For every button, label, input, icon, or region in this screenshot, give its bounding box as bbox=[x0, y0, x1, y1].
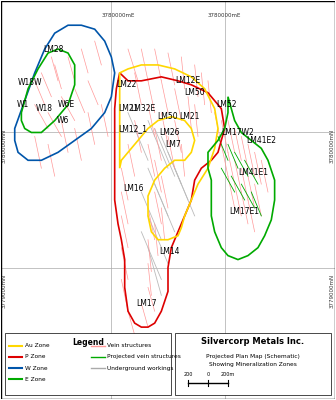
Text: 200m: 200m bbox=[221, 372, 235, 377]
Text: W6: W6 bbox=[57, 116, 69, 125]
Text: Legend: Legend bbox=[72, 338, 104, 347]
Text: LM17W2: LM17W2 bbox=[222, 128, 254, 137]
FancyBboxPatch shape bbox=[5, 333, 171, 395]
Text: 3780000mE: 3780000mE bbox=[101, 13, 135, 18]
Text: LM17: LM17 bbox=[136, 299, 157, 308]
Text: LM26: LM26 bbox=[159, 128, 180, 137]
Text: 3780000mN: 3780000mN bbox=[2, 129, 7, 164]
Text: 3780000mN: 3780000mN bbox=[329, 129, 334, 164]
FancyBboxPatch shape bbox=[175, 333, 331, 395]
Text: W18: W18 bbox=[36, 104, 53, 113]
Text: LM17E1: LM17E1 bbox=[229, 208, 260, 216]
Text: LM21: LM21 bbox=[118, 104, 138, 113]
Text: Vein structures: Vein structures bbox=[108, 343, 152, 348]
Text: 3779000mN: 3779000mN bbox=[2, 274, 7, 308]
Text: W18W: W18W bbox=[17, 78, 42, 87]
Text: Projected vein structures: Projected vein structures bbox=[108, 354, 181, 360]
Text: LM22: LM22 bbox=[116, 80, 136, 89]
Text: W Zone: W Zone bbox=[25, 366, 47, 370]
Text: Showing Mineralization Zones: Showing Mineralization Zones bbox=[209, 362, 297, 367]
Text: Projected Plan Map (Schematic): Projected Plan Map (Schematic) bbox=[206, 354, 300, 359]
Text: LM50: LM50 bbox=[184, 88, 205, 97]
Text: LM28: LM28 bbox=[43, 44, 63, 54]
Text: Underground workings: Underground workings bbox=[108, 366, 174, 370]
Text: W6E: W6E bbox=[58, 100, 75, 109]
Text: Silvercorp Metals Inc.: Silvercorp Metals Inc. bbox=[201, 337, 304, 346]
Text: LM32E: LM32E bbox=[130, 104, 156, 113]
Text: Au Zone: Au Zone bbox=[25, 343, 49, 348]
Text: 3779000mN: 3779000mN bbox=[329, 274, 334, 308]
Text: LM41E1: LM41E1 bbox=[238, 168, 268, 177]
Text: LM52: LM52 bbox=[216, 100, 237, 109]
Text: LM41E2: LM41E2 bbox=[246, 136, 276, 145]
Text: LM16: LM16 bbox=[123, 184, 143, 192]
Text: LM14: LM14 bbox=[159, 247, 180, 256]
Text: W1: W1 bbox=[17, 100, 29, 109]
Text: 0: 0 bbox=[206, 372, 210, 377]
Text: LM12E: LM12E bbox=[175, 76, 201, 85]
Text: LM50: LM50 bbox=[158, 112, 178, 121]
Text: 3780000mE: 3780000mE bbox=[208, 13, 241, 18]
Text: LM21: LM21 bbox=[179, 112, 200, 121]
Text: 200: 200 bbox=[183, 372, 193, 377]
Text: E Zone: E Zone bbox=[25, 377, 45, 382]
Text: P Zone: P Zone bbox=[25, 354, 45, 360]
Text: LM12_1: LM12_1 bbox=[119, 124, 148, 133]
Text: LM7: LM7 bbox=[165, 140, 181, 149]
